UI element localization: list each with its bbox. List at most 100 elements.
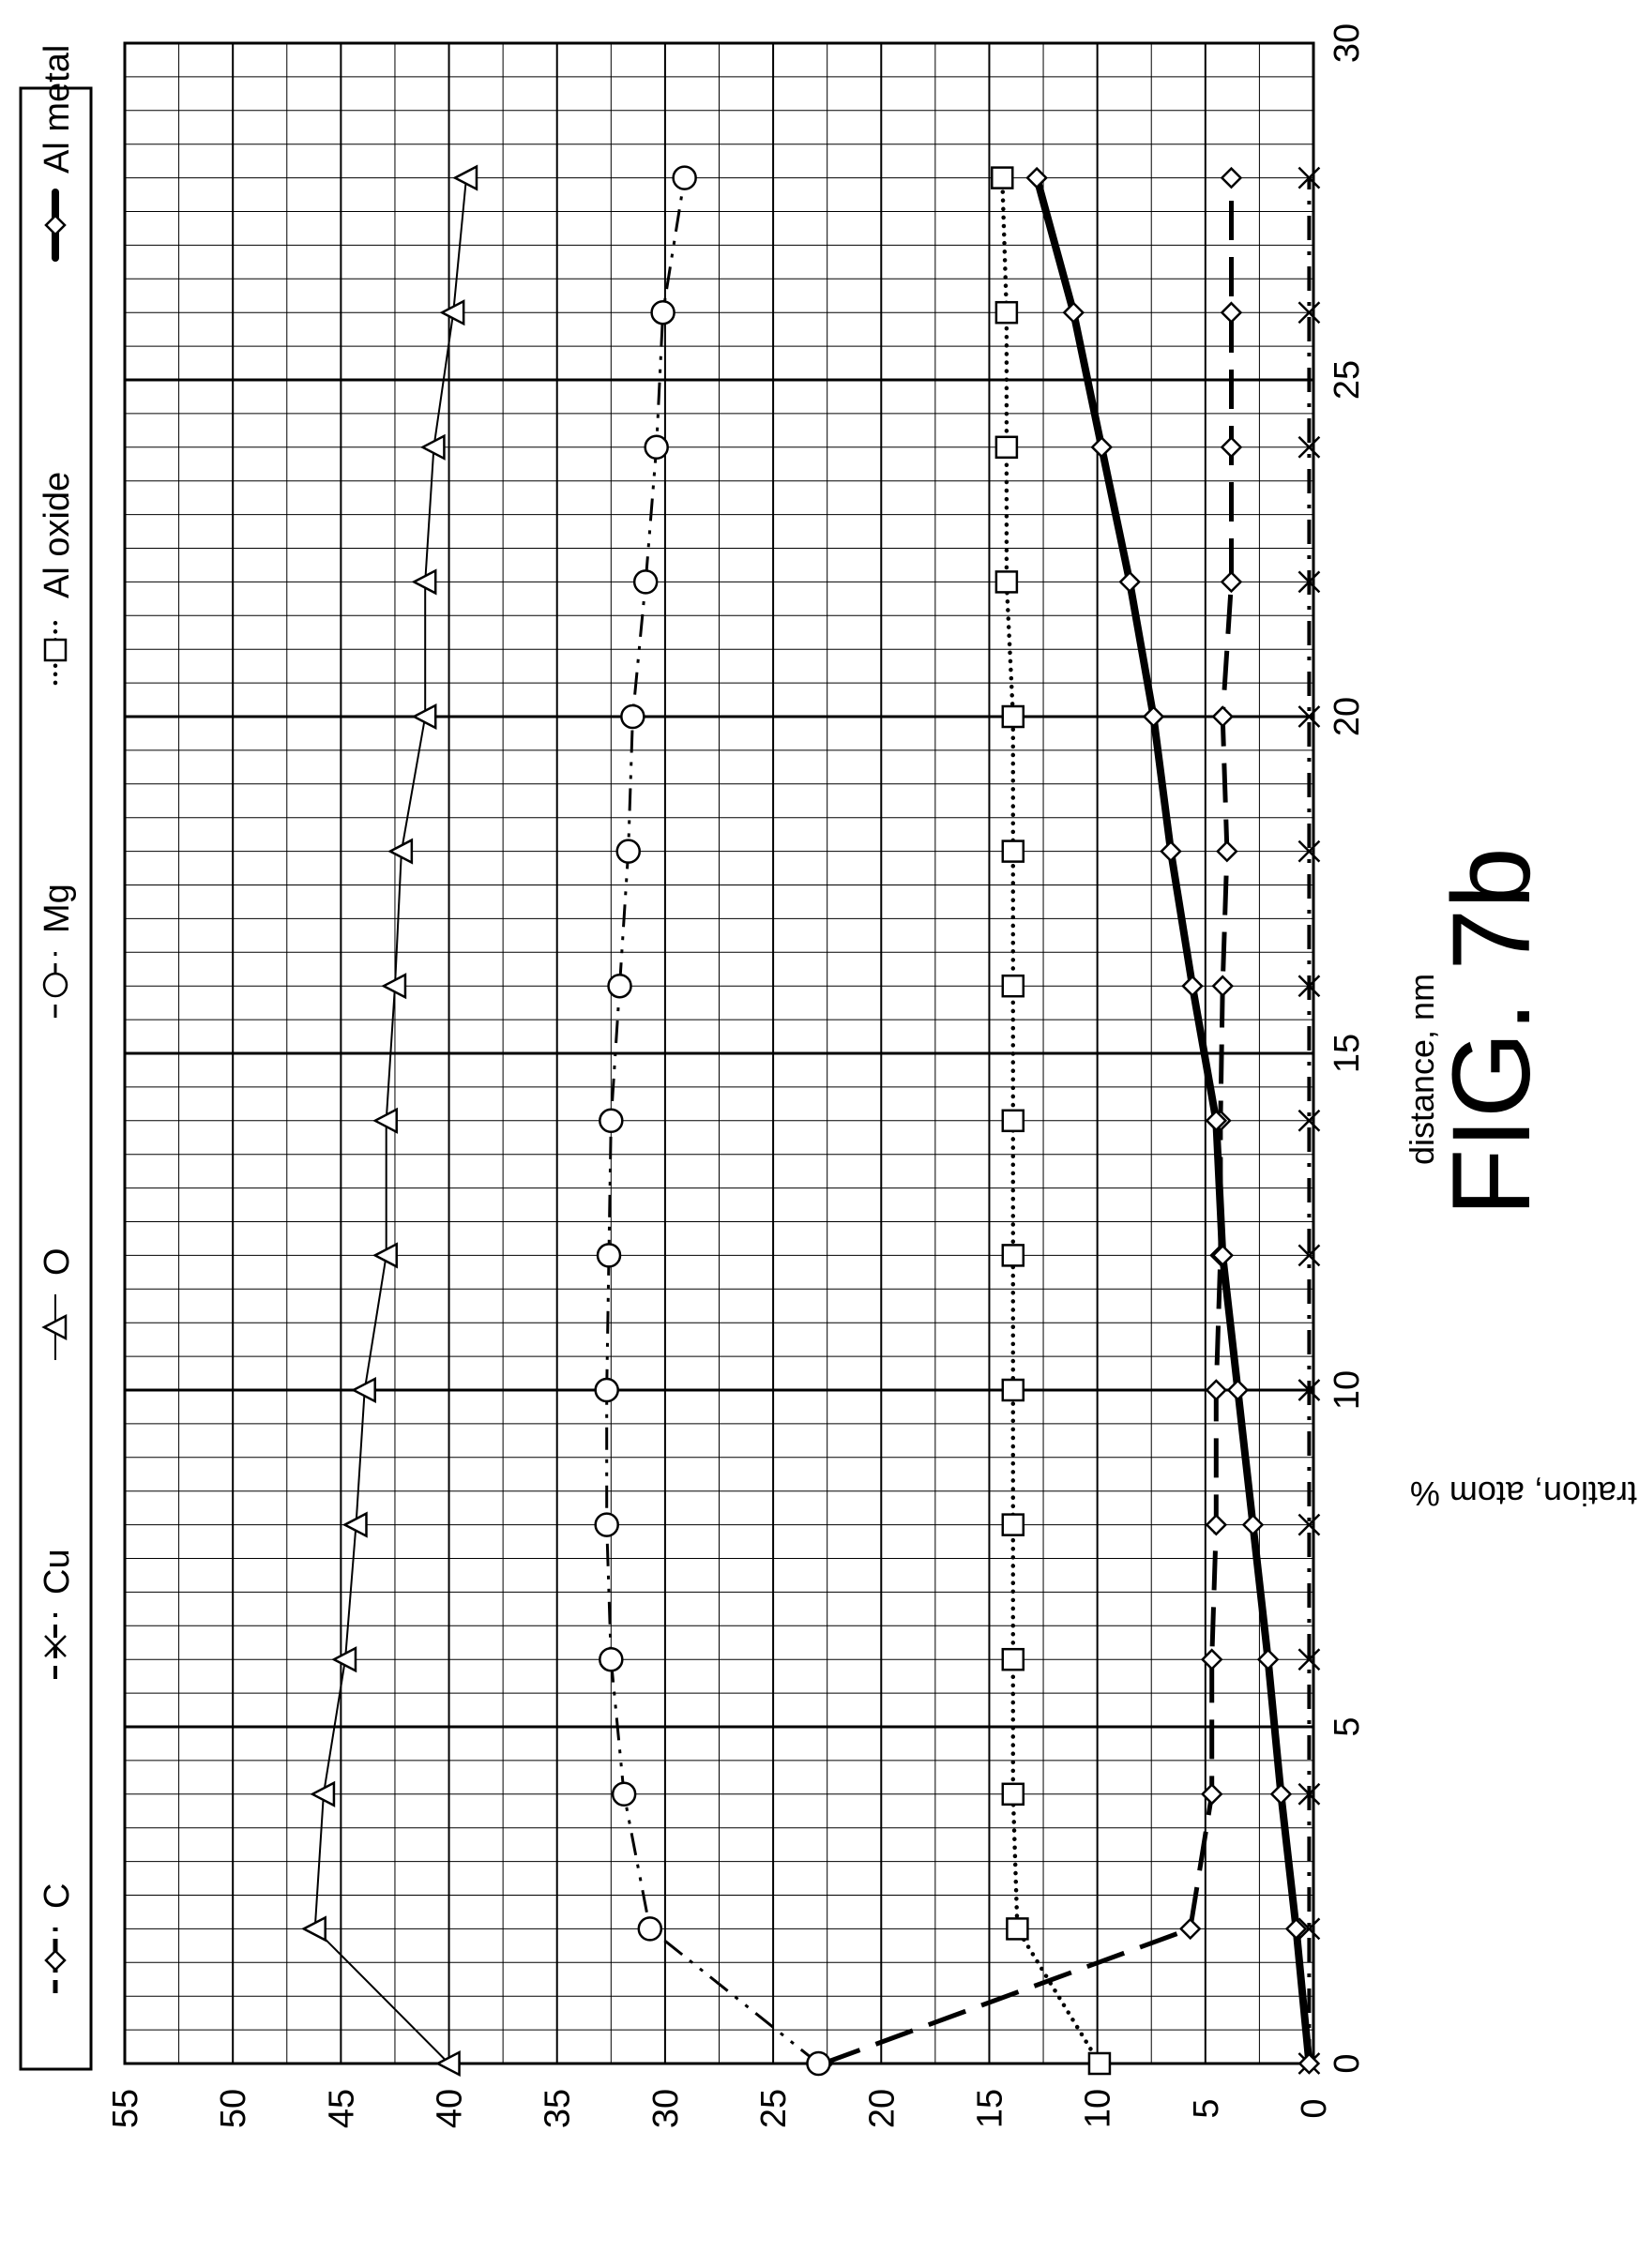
data-point-mg: [806, 2050, 831, 2077]
data-point-cu: [1298, 1917, 1321, 1941]
x-tick-label: 20: [1328, 697, 1367, 736]
data-point-al-oxide: [1001, 839, 1025, 863]
y-tick-label: 25: [754, 2089, 794, 2128]
legend-label-o: O: [38, 1247, 77, 1276]
data-point-al-oxide: [1001, 1782, 1025, 1807]
y-tick-label: 0: [1295, 2098, 1334, 2118]
data-point-mg: [607, 973, 632, 999]
data-point-o: [387, 838, 414, 865]
y-tick-label: 10: [1079, 2089, 1118, 2128]
data-point-al-metal: [1025, 166, 1048, 189]
data-point-o: [452, 164, 478, 191]
data-point-o: [372, 1107, 398, 1134]
tick-labels: 0 5 10 15 20 25 30 35 40 45 50 55 0 5 10 15 20 25 30: [106, 23, 1367, 2128]
data-point-mg: [611, 1781, 637, 1807]
x-tick-label: 15: [1328, 1034, 1367, 1073]
plot-grid: [123, 41, 1315, 2065]
y-tick-label: 45: [322, 2089, 361, 2128]
figure-label: FIG. 7b: [1430, 847, 1554, 1216]
legend-marker-cu: [44, 1635, 67, 1657]
data-point-cu: [1298, 301, 1321, 325]
x-axis-label: distance, nm: [1403, 974, 1441, 1165]
data-point-o: [411, 568, 437, 596]
series-al-oxide: [991, 166, 1112, 2076]
series-al-metal: [1025, 166, 1321, 2075]
data-point-c: [1205, 1513, 1228, 1536]
legend-entry-al-metal: Al metal: [38, 45, 77, 262]
legend-label-al-metal: Al metal: [38, 45, 77, 174]
legend-items: C Cu O Mg Al oxide Al metal: [38, 45, 77, 1993]
data-point-c: [1211, 705, 1235, 728]
data-point-mg: [594, 1377, 619, 1403]
data-point-al-oxide: [994, 570, 1019, 594]
legend-label-cu: Cu: [38, 1549, 77, 1595]
data-point-al-metal: [1181, 975, 1204, 997]
data-point-o: [419, 433, 446, 461]
data-point-al-oxide: [1001, 1513, 1025, 1536]
y-tick-label: 55: [106, 2089, 145, 2128]
y-tick-label: 50: [214, 2089, 253, 2128]
data-point-al-oxide: [1006, 1917, 1029, 1941]
data-point-o: [439, 299, 465, 326]
data-point-al-metal: [1160, 839, 1182, 863]
data-point-c: [1200, 1648, 1223, 1671]
legend-label-mg: Mg: [38, 884, 77, 933]
data-point-mg: [599, 1646, 624, 1672]
legend-label-al-oxide: Al oxide: [38, 472, 77, 598]
legend: [19, 86, 93, 2071]
data-point-al-metal: [1211, 1244, 1235, 1267]
data-point-al-metal: [1118, 570, 1141, 594]
data-point-cu: [1298, 705, 1321, 728]
data-point-al-metal: [1241, 1513, 1265, 1536]
data-point-mg: [599, 1108, 624, 1134]
data-point-al-metal: [1062, 301, 1085, 324]
y-axis-label: concentration, atom %: [1410, 1474, 1639, 1513]
data-point-o: [372, 1242, 398, 1269]
data-point-mg: [594, 1512, 619, 1537]
data-point-o: [381, 973, 407, 1000]
data-point-cu: [1298, 1244, 1321, 1267]
data-point-al-oxide: [1001, 1244, 1025, 1267]
data-point-c: [1211, 975, 1235, 997]
data-point-c: [1205, 1379, 1228, 1401]
data-point-o: [341, 1511, 368, 1538]
data-point-cu: [1298, 1782, 1321, 1806]
data-point-al-oxide: [1001, 974, 1025, 998]
data-point-o: [434, 2049, 461, 2078]
y-tick-label: 5: [1187, 2098, 1226, 2118]
legend-marker-o: [41, 1313, 68, 1341]
y-tick-label: 20: [862, 2089, 902, 2128]
data-point-al-oxide: [994, 435, 1019, 460]
series-o: [301, 164, 478, 2078]
x-tick-label: 25: [1328, 360, 1367, 400]
data-point-al-metal: [1284, 1917, 1308, 1941]
data-point-c: [1178, 1917, 1202, 1941]
data-point-mg: [632, 569, 659, 595]
data-point-o: [411, 703, 437, 731]
legend-entry-c: C: [38, 1883, 77, 1993]
data-point-al-metal: [1142, 705, 1165, 728]
legend-entry-o: O: [38, 1247, 77, 1360]
legend-label-c: C: [38, 1883, 77, 1909]
y-tick-label: 30: [646, 2089, 686, 2128]
y-tick-label: 35: [539, 2089, 578, 2128]
data-point-o: [310, 1780, 336, 1807]
series-cu: [1298, 166, 1321, 2075]
data-point-mg: [650, 299, 675, 325]
data-point-al-metal: [1090, 436, 1114, 459]
data-point-al-oxide: [1001, 704, 1025, 729]
data-point-cu: [1298, 435, 1321, 459]
data-point-cu: [1298, 1109, 1321, 1132]
data-point-cu: [1298, 975, 1321, 998]
x-tick-label: 0: [1328, 2053, 1367, 2073]
legend-entry-cu: Cu: [38, 1549, 77, 1679]
data-point-cu: [1298, 1379, 1321, 1401]
data-point-al-oxide: [1001, 1378, 1025, 1402]
data-point-al-metal: [1226, 1379, 1250, 1401]
legend-marker-mg: [42, 972, 68, 998]
series-layer: [301, 164, 1321, 2078]
data-point-o: [301, 1915, 326, 1943]
y-tick-label: 40: [431, 2089, 470, 2128]
x-tick-label: 30: [1328, 23, 1367, 63]
